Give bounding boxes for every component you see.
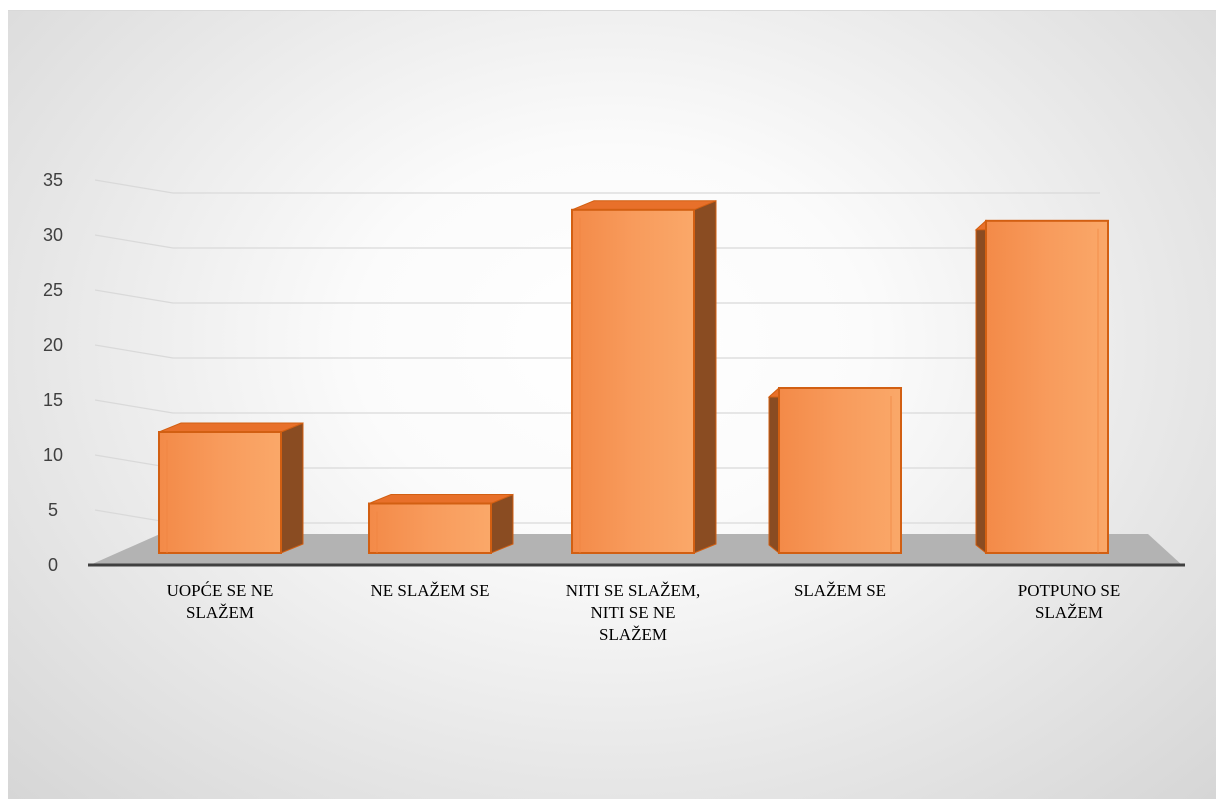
bar-side: [280, 422, 304, 554]
x-tick-label: UOPĆE SE NE: [167, 581, 274, 600]
x-tick-label: SLAŽEM SE: [794, 581, 886, 600]
x-tick-label: NE SLAŽEM SE: [371, 581, 490, 600]
bar-top: [158, 422, 304, 433]
y-tick-label: 0: [48, 555, 58, 575]
y-tick-label: 15: [43, 390, 63, 410]
gridline-lead: [94, 399, 174, 414]
x-tick-label: SLAŽEM: [1035, 603, 1103, 622]
y-tick-label: 25: [43, 280, 63, 300]
bar-side: [975, 219, 987, 555]
x-tick-label: SLAŽEM: [599, 625, 667, 644]
y-tick-label: 20: [43, 335, 63, 355]
bar-top: [368, 494, 514, 504]
gridline-lead: [94, 289, 174, 304]
bar-side: [693, 200, 717, 554]
bar: [985, 219, 1109, 555]
y-tick-label: 30: [43, 225, 63, 245]
bar: [368, 502, 492, 554]
x-tick-label: SLAŽEM: [186, 603, 254, 622]
gridline-lead: [94, 344, 174, 359]
y-tick-label: 5: [48, 500, 58, 520]
gridline-lead: [94, 234, 174, 249]
bar-side: [490, 493, 514, 554]
bar-top: [571, 200, 717, 211]
x-tick-label: POTPUNO SE: [1018, 581, 1121, 600]
x-tick-label: NITI SE NE: [591, 603, 676, 622]
bar: [571, 208, 695, 555]
y-tick-label: 35: [43, 170, 63, 190]
gridline-lead: [94, 179, 174, 194]
y-tick-label: 10: [43, 445, 63, 465]
bar-side: [768, 386, 780, 555]
x-tick-label: NITI SE SLAŽEM,: [566, 581, 701, 600]
bar: [778, 387, 902, 554]
bar: [158, 431, 282, 554]
